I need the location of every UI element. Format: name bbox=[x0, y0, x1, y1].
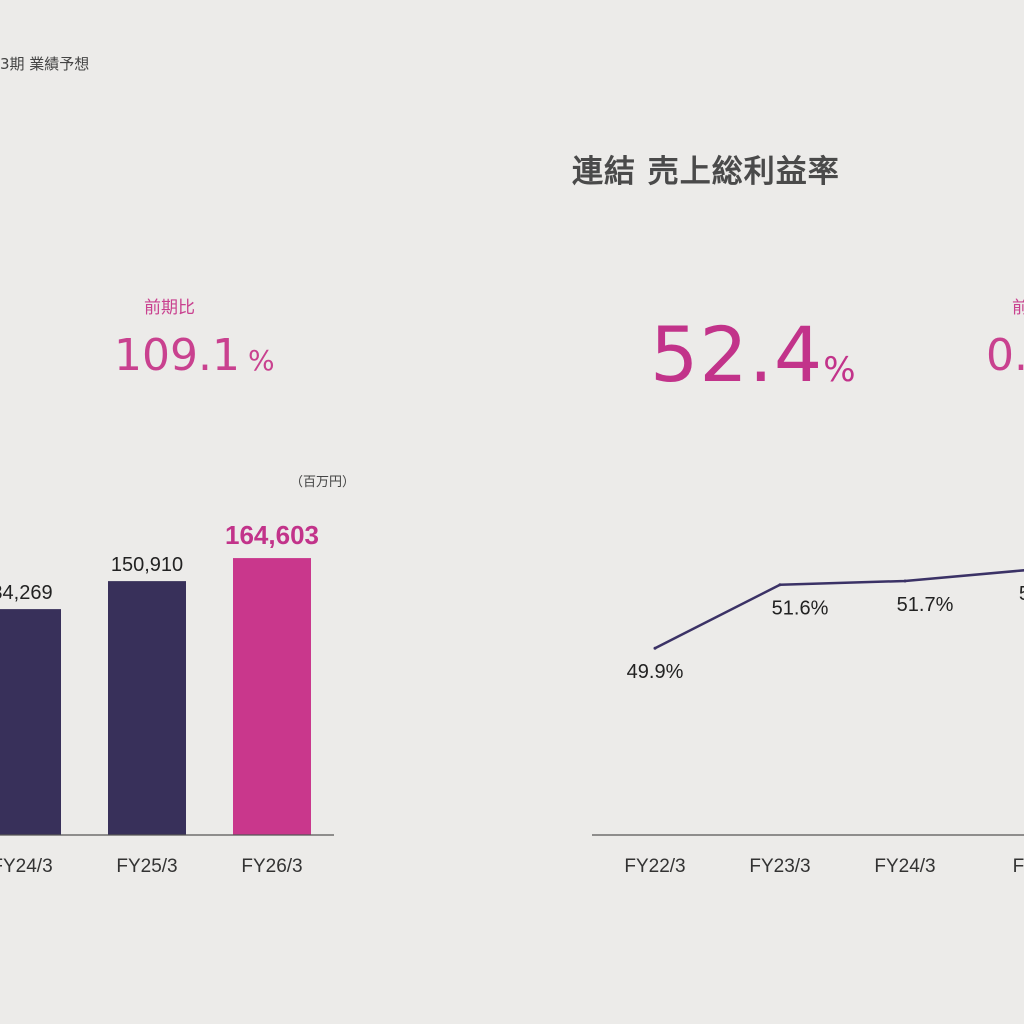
left-comparison-label: 前期比 bbox=[144, 298, 195, 318]
bar-FY25/3 bbox=[108, 581, 186, 835]
x-tick-label: FY22/3 bbox=[624, 856, 685, 877]
point-data-label: 52 bbox=[1019, 583, 1024, 605]
x-tick-label: FY24/3 bbox=[874, 856, 935, 877]
left-comparison-unit: % bbox=[247, 344, 275, 377]
data-point bbox=[653, 646, 657, 650]
point-data-label: 51.7% bbox=[897, 594, 954, 616]
headline-number: 52.4 bbox=[650, 310, 824, 399]
page-header: 3期 業績予想 bbox=[0, 55, 90, 73]
line-chart: 49.9% FY22/3 51.6% FY23/3 51.7% FY24/3 52 FY2 bbox=[592, 569, 1024, 877]
bar-data-label: 34,269 bbox=[0, 582, 53, 604]
x-tick-label: FY23/3 bbox=[749, 856, 810, 877]
x-tick-label: FY24/3 bbox=[0, 856, 53, 877]
x-tick-label: FY25/3 bbox=[116, 856, 177, 877]
bar-data-label: 150,910 bbox=[111, 554, 183, 576]
right-comparison-value: 0. bbox=[986, 330, 1024, 381]
left-comparison-number: 109.1 bbox=[114, 330, 240, 381]
headline-value: 52.4% bbox=[650, 310, 856, 399]
bar-FY26/3 bbox=[233, 558, 311, 835]
series-line bbox=[654, 569, 1024, 650]
bar-data-label: 164,603 bbox=[225, 520, 319, 550]
chart-title: 連結 売上総利益率 bbox=[572, 154, 840, 190]
units-note: （百万円） bbox=[290, 475, 356, 490]
point-data-label: 51.6% bbox=[772, 598, 829, 620]
point-data-label: 49.9% bbox=[627, 661, 684, 683]
bar-FY24/3 bbox=[0, 609, 61, 835]
right-comparison-label: 前 bbox=[1012, 298, 1024, 318]
x-tick-label: FY26/3 bbox=[241, 856, 302, 877]
right-comparison-number: 0. bbox=[986, 330, 1024, 381]
left-comparison-value: 109.1% bbox=[114, 330, 275, 381]
x-tick-label: FY2 bbox=[1013, 856, 1024, 877]
data-point bbox=[903, 579, 907, 583]
data-point bbox=[778, 583, 782, 587]
headline-unit: % bbox=[823, 350, 856, 390]
bar-chart: 34,269 FY24/3 150,910 FY25/3 164,603 FY26/3 bbox=[0, 520, 334, 877]
